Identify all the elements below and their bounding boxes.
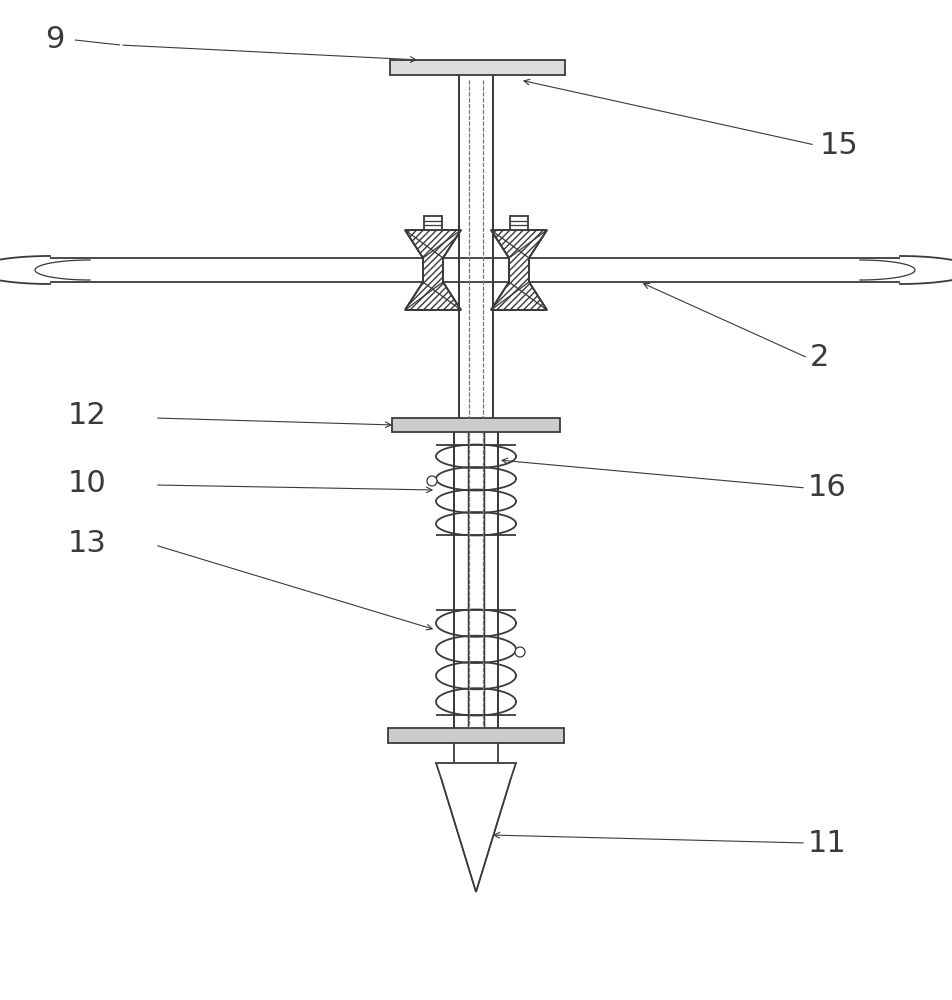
Bar — [392, 418, 560, 432]
Text: 10: 10 — [68, 468, 107, 497]
Circle shape — [515, 647, 525, 657]
Bar — [390, 60, 565, 75]
Text: 11: 11 — [808, 828, 846, 857]
Bar — [424, 216, 442, 230]
Polygon shape — [491, 230, 547, 310]
Bar — [388, 728, 564, 743]
Text: 12: 12 — [68, 401, 107, 430]
Text: 16: 16 — [808, 474, 846, 502]
Circle shape — [427, 476, 437, 486]
Text: 13: 13 — [68, 528, 107, 558]
Polygon shape — [436, 763, 516, 892]
Polygon shape — [405, 230, 461, 310]
Text: 9: 9 — [45, 25, 65, 54]
Text: 15: 15 — [820, 130, 859, 159]
Text: 2: 2 — [810, 344, 829, 372]
Bar — [510, 216, 528, 230]
